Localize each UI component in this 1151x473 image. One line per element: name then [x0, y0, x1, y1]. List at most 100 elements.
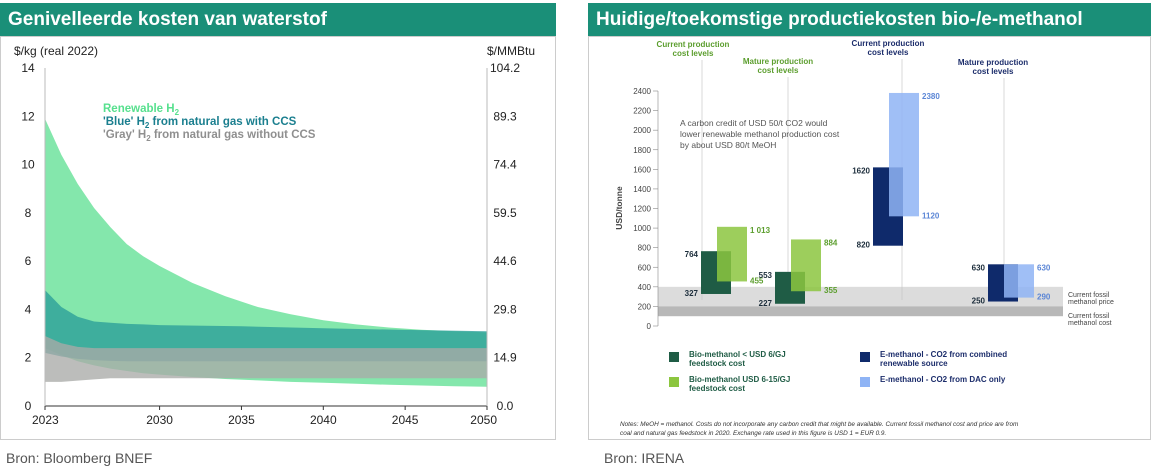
right-panel-title: Huidige/toekomstige productiekosten bio-… — [588, 3, 1151, 36]
legend-label: Bio-methanol USD 6-15/GJ — [689, 375, 790, 384]
y-tick-right: 89.3 — [493, 109, 517, 123]
x-tick-label: 2023 — [32, 413, 59, 427]
range-high-label: 2380 — [922, 92, 940, 101]
group-label: Mature production — [743, 57, 813, 66]
left-chart-frame — [0, 36, 556, 440]
range-low-label: 820 — [857, 241, 871, 250]
y-tick-left: 2 — [25, 351, 32, 365]
group-label: cost levels — [973, 67, 1014, 76]
legend-label: E-methanol - CO2 from DAC only — [880, 375, 1006, 384]
y-axis-label: USD/tonne — [614, 186, 624, 230]
group-label: cost levels — [758, 66, 799, 75]
legend-label: Bio-methanol < USD 6/GJ — [689, 350, 786, 359]
left-panel-title: Genivelleerde kosten van waterstof — [0, 3, 556, 36]
y-tick-right: 104.2 — [490, 61, 520, 75]
legend-label: renewable source — [880, 359, 948, 368]
y-tick-left: 0 — [25, 399, 32, 413]
range-high-label: 764 — [685, 250, 699, 259]
y-tick: 2400 — [633, 87, 651, 96]
left-source: Bron: Bloomberg BNEF — [6, 450, 153, 466]
y-tick-left: 12 — [21, 109, 35, 123]
reference-band-label: methanol cost — [1068, 320, 1112, 327]
notes-line: coal and natural gas feedstock in 2020. … — [620, 430, 886, 437]
y-tick-left: 10 — [21, 158, 35, 172]
y-tick: 600 — [638, 263, 652, 272]
y-tick: 200 — [638, 302, 652, 311]
x-tick-label: 2050 — [470, 413, 497, 427]
reference-band-label: Current fossil — [1068, 313, 1110, 320]
range-bar — [791, 239, 821, 292]
range-low-label: 355 — [824, 286, 838, 295]
legend-swatch — [860, 352, 870, 362]
right-source: Bron: IRENA — [604, 450, 685, 466]
legend-label: feedstock cost — [689, 359, 745, 368]
notes-line: Notes: MeOH = methanol. Costs do not inc… — [620, 421, 1019, 428]
group-label: Current production — [657, 40, 730, 49]
series-band-3 — [45, 336, 487, 382]
y-tick: 400 — [638, 283, 652, 292]
range-low-label: 455 — [750, 276, 764, 285]
group-label: cost levels — [673, 49, 714, 58]
legend-label: E-methanol - CO2 from combined — [880, 350, 1007, 359]
y-tick: 1400 — [633, 185, 651, 194]
range-bar — [717, 226, 747, 282]
y-tick-right: 59.5 — [493, 206, 517, 220]
legend-swatch — [669, 377, 679, 387]
range-high-label: 553 — [759, 271, 773, 280]
y-tick-left: 4 — [25, 302, 32, 316]
legend-item: Renewable H2 — [103, 103, 180, 117]
series-band-1 — [45, 118, 487, 387]
y-tick-left: 14 — [21, 61, 35, 75]
y-tick: 2000 — [633, 126, 651, 135]
y-tick: 1200 — [633, 205, 651, 214]
legend-item: 'Blue' H2 from natural gas with CCS — [103, 116, 297, 130]
y-tick-left: 6 — [25, 254, 32, 268]
y-tick-right: 29.8 — [493, 302, 517, 316]
carbon-credit-note: lower renewable methanol production cost — [680, 129, 840, 139]
y-tick: 800 — [638, 244, 652, 253]
x-tick-label: 2030 — [146, 413, 173, 427]
range-bar — [889, 92, 919, 217]
series-band-2 — [45, 290, 487, 362]
y-tick-right: 14.9 — [493, 351, 517, 365]
range-low-label: 250 — [972, 297, 986, 306]
group-label: cost levels — [868, 48, 909, 57]
group-label: Mature production — [958, 58, 1028, 67]
range-high-label: 630 — [972, 263, 986, 272]
range-high-label: 884 — [824, 238, 838, 247]
y-tick-right: 44.6 — [493, 254, 517, 268]
y-tick: 0 — [647, 322, 652, 331]
y-tick: 1600 — [633, 165, 651, 174]
left-axis-label: $/kg (real 2022) — [14, 44, 98, 58]
range-low-label: 290 — [1037, 293, 1051, 302]
right-panel: Huidige/toekomstige productiekosten bio-… — [588, 0, 1151, 473]
legend-item: 'Gray' H2 from natural gas without CCS — [103, 129, 316, 143]
legend-swatch — [860, 377, 870, 387]
range-low-label: 1120 — [922, 211, 940, 220]
y-tick: 1000 — [633, 224, 651, 233]
legend-label: feedstock cost — [689, 384, 745, 393]
y-tick-right: 0.0 — [497, 399, 514, 413]
range-low-label: 227 — [759, 299, 773, 308]
reference-band-label: methanol price — [1068, 299, 1114, 306]
group-label: Current production — [852, 39, 925, 48]
right-axis-label: $/MMBtu — [487, 44, 535, 58]
left-panel: Genivelleerde kosten van waterstof $/kg … — [0, 0, 556, 473]
range-bar — [1004, 264, 1034, 298]
legend-swatch — [669, 352, 679, 362]
carbon-credit-note: A carbon credit of USD 50/t CO2 would — [680, 118, 828, 128]
range-high-label: 1620 — [852, 166, 870, 175]
reference-band-2 — [658, 306, 1063, 317]
y-tick-right: 74.4 — [493, 158, 517, 172]
y-tick: 1800 — [633, 146, 651, 155]
x-tick-label: 2040 — [310, 413, 337, 427]
range-high-label: 1 013 — [750, 226, 771, 235]
range-low-label: 327 — [685, 289, 699, 298]
y-tick: 2200 — [633, 107, 651, 116]
range-high-label: 630 — [1037, 263, 1051, 272]
x-tick-label: 2035 — [228, 413, 255, 427]
y-tick-left: 8 — [25, 206, 32, 220]
carbon-credit-note: by about USD 80/t MeOH — [680, 140, 776, 150]
reference-band-label: Current fossil — [1068, 292, 1110, 299]
